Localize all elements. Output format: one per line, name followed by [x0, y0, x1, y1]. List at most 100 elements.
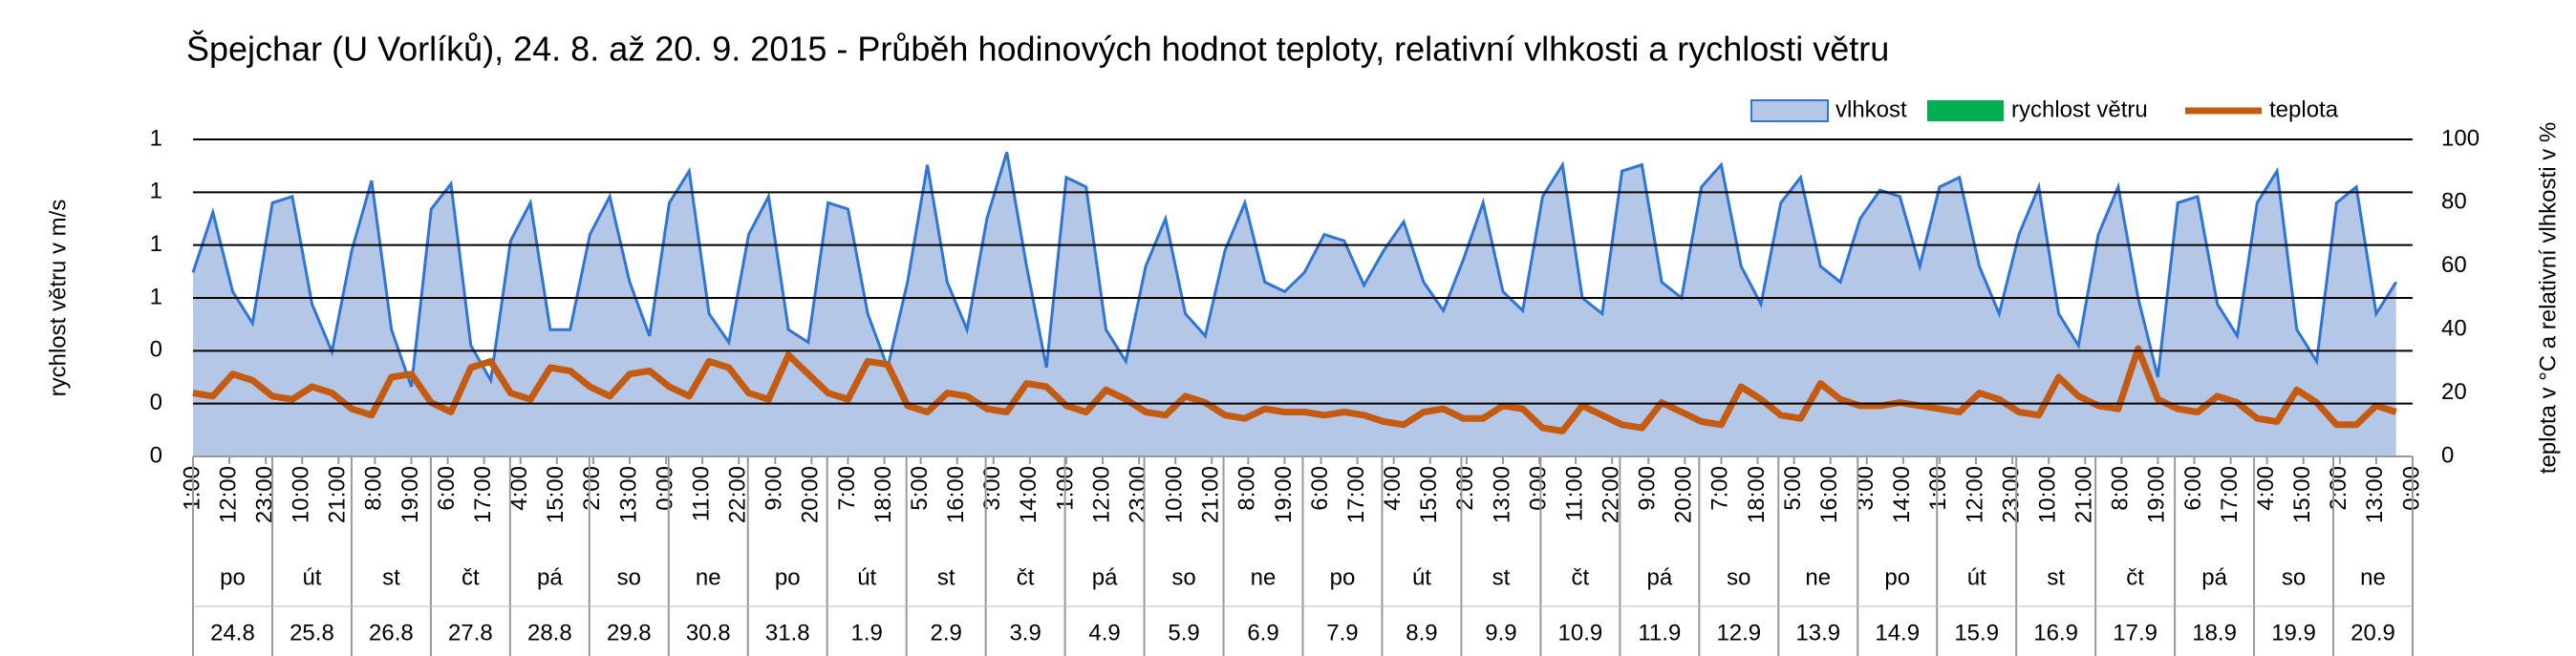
day-label: so — [1727, 564, 1750, 590]
x-tick-label: 13:00 — [1489, 466, 1514, 523]
x-tick-label: 11:00 — [1561, 466, 1587, 521]
x-tick-label: 11:00 — [688, 466, 714, 521]
date-label: 4.9 — [1088, 620, 1120, 645]
day-label: út — [302, 564, 321, 590]
date-label: 10.9 — [1558, 620, 1603, 645]
date-label: 19.9 — [2271, 620, 2316, 645]
x-tick-label: 3:00 — [1853, 466, 1878, 511]
x-tick-label: 17:00 — [2217, 466, 2243, 523]
day-label: pá — [2201, 564, 2227, 590]
y-tick-label: 1 — [150, 125, 162, 151]
date-label: 18.9 — [2192, 620, 2237, 645]
x-tick-label: 13:00 — [615, 466, 641, 523]
day-label: st — [1492, 564, 1511, 590]
day-label: so — [617, 564, 641, 590]
x-tick-label: 15:00 — [1416, 466, 1442, 523]
x-tick-label: 14:00 — [1016, 466, 1041, 523]
y2-tick-label: 40 — [2441, 316, 2467, 342]
x-tick-label: 23:00 — [252, 466, 278, 523]
x-tick-label: 19:00 — [2144, 466, 2170, 523]
date-label: 8.9 — [1406, 620, 1437, 645]
day-label: čt — [462, 564, 480, 590]
date-label: 5.9 — [1168, 620, 1199, 645]
x-tick-label: 4:00 — [2253, 466, 2279, 511]
y-tick-label: 1 — [150, 179, 162, 204]
y2-tick-label: 20 — [2441, 379, 2467, 405]
x-tick-label: 1:00 — [179, 466, 204, 511]
x-tick-label: 14:00 — [1889, 466, 1915, 523]
legend-swatch — [1927, 100, 2004, 121]
x-tick-label: 17:00 — [470, 466, 496, 523]
day-label: po — [775, 564, 801, 590]
date-label: 31.8 — [765, 620, 810, 645]
x-tick-label: 4:00 — [1380, 466, 1406, 511]
date-label: 14.9 — [1875, 620, 1920, 645]
date-label: 26.8 — [369, 620, 414, 645]
x-tick-label: 2:00 — [1452, 466, 1478, 511]
x-tick-label: 23:00 — [1998, 466, 2024, 523]
date-label: 17.9 — [2113, 620, 2157, 645]
day-label: po — [1330, 564, 1356, 590]
x-tick-label: 6:00 — [434, 466, 460, 511]
x-tick-label: 5:00 — [1780, 466, 1806, 511]
y-tick-label: 0 — [150, 390, 162, 415]
date-label: 11.9 — [1638, 620, 1681, 645]
date-label: 15.9 — [1954, 620, 1999, 645]
date-label: 9.9 — [1485, 620, 1516, 645]
x-tick-label: 12:00 — [1962, 466, 1987, 523]
date-label: 30.8 — [686, 620, 731, 645]
x-tick-label: 7:00 — [1707, 466, 1733, 511]
y-tick-label: 0 — [150, 442, 162, 468]
day-label: út — [857, 564, 876, 590]
x-tick-label: 10:00 — [2035, 466, 2061, 523]
x-tick-label: 5:00 — [907, 466, 933, 511]
x-tick-label: 9:00 — [1635, 466, 1661, 511]
x-tick-label: 18:00 — [870, 466, 896, 523]
date-label: 3.9 — [1009, 620, 1041, 645]
temperature-line — [192, 345, 2397, 434]
day-label: so — [2282, 564, 2306, 590]
x-tick-label: 16:00 — [943, 466, 969, 523]
x-tick-label: 0:00 — [652, 466, 677, 511]
day-label: st — [382, 564, 400, 590]
y-tick-label: 1 — [150, 284, 162, 309]
day-label: pá — [537, 564, 563, 590]
date-label: 16.9 — [2033, 620, 2078, 645]
legend-label: teplota — [2269, 96, 2339, 122]
date-label: 1.9 — [851, 620, 883, 645]
day-label: po — [1884, 564, 1910, 590]
date-label: 24.8 — [210, 620, 255, 645]
day-label: ne — [696, 564, 721, 590]
x-tick-label: 3:00 — [979, 466, 1005, 511]
x-tick-label: 18:00 — [1744, 466, 1770, 523]
day-label: ne — [1805, 564, 1831, 590]
y2-tick-label: 80 — [2441, 189, 2467, 215]
chart-title: Špejchar (U Vorlíků), 24. 8. až 20. 9. 2… — [186, 30, 1889, 69]
day-label: ne — [2360, 564, 2386, 590]
x-tick-label: 6:00 — [1307, 466, 1333, 511]
x-tick-label: 15:00 — [2289, 466, 2315, 523]
date-label: 2.9 — [930, 620, 961, 645]
day-label: pá — [1646, 564, 1672, 590]
x-tick-label: 20:00 — [1671, 466, 1697, 523]
day-label: st — [2047, 564, 2065, 590]
x-tick-label: 1:00 — [1925, 466, 1951, 511]
day-label: st — [937, 564, 955, 590]
x-tick-label: 0:00 — [2398, 466, 2424, 511]
y2-axis-label: teplota v °C a relativní vlhkosti v % — [2535, 122, 2561, 474]
x-tick-label: 23:00 — [1125, 466, 1150, 523]
x-tick-label: 2:00 — [579, 466, 605, 511]
x-tick-label: 2:00 — [2326, 466, 2351, 511]
x-tick-label: 20:00 — [798, 466, 824, 523]
y2-tick-label: 100 — [2441, 125, 2479, 151]
date-label: 20.9 — [2351, 620, 2395, 645]
date-label: 29.8 — [607, 620, 652, 645]
x-tick-label: 13:00 — [2362, 466, 2388, 523]
date-label: 27.8 — [448, 620, 493, 645]
x-tick-label: 15:00 — [543, 466, 569, 523]
y-tick-label: 0 — [150, 337, 162, 363]
date-label: 7.9 — [1326, 620, 1358, 645]
date-label: 28.8 — [527, 620, 572, 645]
x-tick-label: 10:00 — [289, 466, 314, 523]
